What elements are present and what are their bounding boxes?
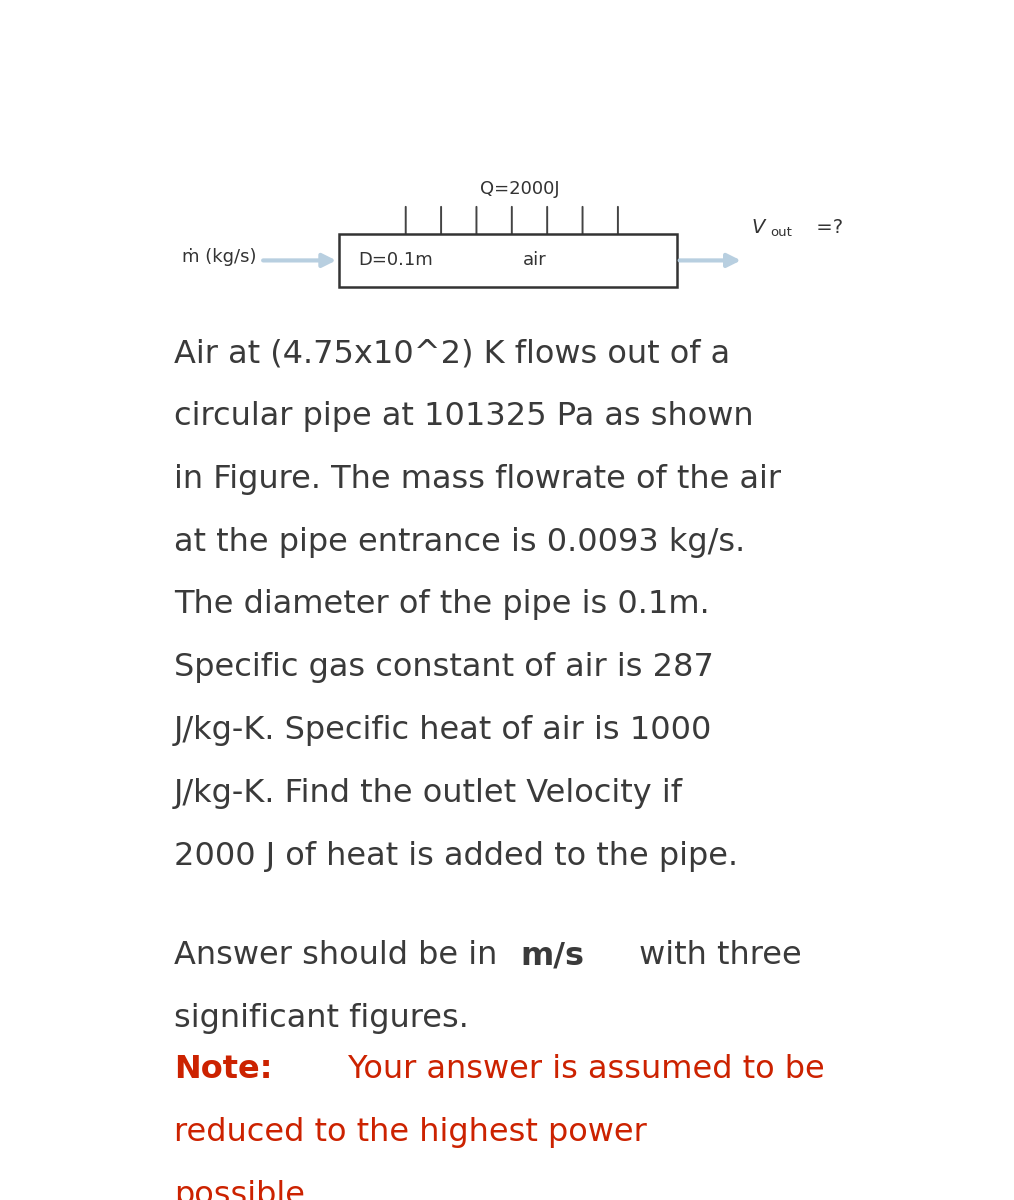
Text: V: V bbox=[751, 217, 765, 236]
Text: m/s: m/s bbox=[520, 941, 584, 972]
Text: significant figures.: significant figures. bbox=[174, 1003, 468, 1034]
Text: circular pipe at 101325 Pa as shown: circular pipe at 101325 Pa as shown bbox=[174, 401, 753, 432]
Text: The diameter of the pipe is 0.1m.: The diameter of the pipe is 0.1m. bbox=[174, 589, 710, 620]
Text: out: out bbox=[771, 227, 792, 239]
Text: with three: with three bbox=[629, 941, 802, 972]
Text: Q=2000J: Q=2000J bbox=[480, 180, 560, 198]
Text: Specific gas constant of air is 287: Specific gas constant of air is 287 bbox=[174, 653, 714, 683]
Text: J/kg-K. Specific heat of air is 1000: J/kg-K. Specific heat of air is 1000 bbox=[174, 715, 712, 746]
Text: Note:: Note: bbox=[174, 1054, 273, 1085]
Text: Air at (4.75x10^2) K flows out of a: Air at (4.75x10^2) K flows out of a bbox=[174, 338, 730, 370]
Text: air: air bbox=[523, 252, 547, 270]
Text: =?: =? bbox=[810, 217, 844, 236]
Text: D=0.1m: D=0.1m bbox=[359, 252, 433, 270]
Text: in Figure. The mass flowrate of the air: in Figure. The mass flowrate of the air bbox=[174, 463, 781, 494]
Text: possible.: possible. bbox=[174, 1180, 315, 1200]
Text: Answer should be in: Answer should be in bbox=[174, 941, 507, 972]
Text: 2000 J of heat is added to the pipe.: 2000 J of heat is added to the pipe. bbox=[174, 841, 738, 871]
Text: at the pipe entrance is 0.0093 kg/s.: at the pipe entrance is 0.0093 kg/s. bbox=[174, 527, 745, 558]
Text: Your answer is assumed to be: Your answer is assumed to be bbox=[338, 1054, 824, 1085]
Text: ṁ (kg/s): ṁ (kg/s) bbox=[182, 247, 257, 265]
FancyBboxPatch shape bbox=[339, 234, 677, 287]
Text: reduced to the highest power: reduced to the highest power bbox=[174, 1117, 647, 1148]
Text: J/kg-K. Find the outlet Velocity if: J/kg-K. Find the outlet Velocity if bbox=[174, 778, 682, 809]
